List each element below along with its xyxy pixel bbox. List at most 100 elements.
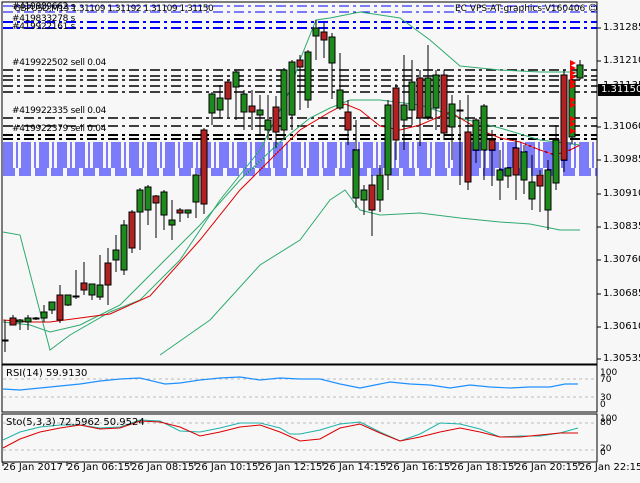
candle <box>568 79 576 138</box>
candle <box>96 284 104 298</box>
candle <box>472 119 480 151</box>
stochastic-pane-border <box>1 413 598 463</box>
candle <box>480 105 488 151</box>
candle <box>328 36 336 64</box>
candle <box>536 174 544 187</box>
candle <box>208 93 216 114</box>
candle <box>312 27 320 37</box>
time-tick-label: 26 Jan 22:15 <box>579 462 640 473</box>
candle <box>544 169 552 211</box>
ea-name: EC VPS-AT-graphics-V160406 <box>455 4 586 14</box>
rsi-pane-border <box>1 364 598 413</box>
candle <box>392 87 400 141</box>
order-label: #419922379 sell 0.04 <box>12 124 107 134</box>
candle <box>176 209 184 214</box>
sell-arrow-icon <box>570 60 576 66</box>
stochastic-title: Sto(5,3,3) 72.5962 50.9524 <box>6 417 145 428</box>
price-tick-label: 1.30610 <box>603 321 640 332</box>
candle <box>552 139 560 184</box>
candle <box>456 109 464 112</box>
order-label: #419889662 s <box>12 2 76 12</box>
price-tick-label: 1.30910 <box>603 188 640 199</box>
candle <box>368 184 376 211</box>
candle <box>216 97 224 111</box>
candle <box>168 219 176 226</box>
candle <box>280 69 288 131</box>
candle <box>232 71 240 88</box>
sell-arrow-icon <box>570 128 576 134</box>
candle <box>424 77 432 118</box>
candle <box>384 104 392 176</box>
sell-arrow-icon <box>570 65 576 71</box>
stochastic-level-label: 20 <box>600 444 612 454</box>
candle <box>560 74 568 161</box>
stochastic-level-label: 0 <box>600 448 606 458</box>
time-tick-label: 26 Jan 16:15 <box>387 462 451 473</box>
candle <box>264 119 272 131</box>
candle <box>488 139 496 151</box>
candle <box>1 339 9 342</box>
candle <box>432 74 440 109</box>
candle <box>272 106 280 133</box>
candle <box>144 186 152 211</box>
order-label: #419922161 s <box>12 22 76 32</box>
candle <box>256 109 264 116</box>
candle <box>72 295 80 298</box>
price-tick-label: 1.30685 <box>603 288 640 299</box>
candle <box>360 189 368 201</box>
candle <box>408 81 416 111</box>
price-tick-label: 1.31060 <box>603 121 640 132</box>
candle <box>224 81 232 100</box>
candle <box>416 77 424 119</box>
price-tick-label: 1.30535 <box>603 353 640 364</box>
price-tick-label: 1.30760 <box>603 254 640 265</box>
time-tick-label: 26 Jan 08:15 <box>131 462 195 473</box>
rsi-level-label: 70 <box>600 375 612 385</box>
moving-average-line <box>2 103 581 323</box>
candle <box>48 301 56 311</box>
stochastic-signal-line <box>2 420 578 449</box>
candle <box>16 319 24 323</box>
rsi-level-label: 30 <box>600 393 612 403</box>
candle <box>288 61 296 116</box>
candle <box>88 283 96 296</box>
candle <box>152 195 160 204</box>
symbol-header: GBPUSD,M15 1.31109 1.31192 1.31109 1.311… <box>14 4 214 14</box>
price-tick-label: 1.31285 <box>603 22 640 33</box>
stochastic-main-line <box>2 419 579 442</box>
candle <box>504 167 512 177</box>
candle <box>400 104 408 121</box>
candle <box>336 89 344 109</box>
stochastic-level-label: 80 <box>600 418 612 428</box>
rsi-level-label: 100 <box>600 368 618 378</box>
sell-arrow-icon <box>570 116 576 122</box>
expert-advisor-label: EC VPS-AT-graphics-V160406 ☺ <box>455 4 598 14</box>
price-tick-label: 1.30985 <box>603 154 640 165</box>
sell-arrow-icon <box>570 97 576 103</box>
candle <box>80 282 88 291</box>
candle <box>296 59 304 68</box>
candle <box>160 191 168 216</box>
candle <box>136 189 144 213</box>
candle <box>304 51 312 101</box>
candle <box>248 105 256 113</box>
candle <box>40 311 48 319</box>
sell-arrow-icon <box>570 83 576 89</box>
candle <box>128 211 136 249</box>
candle <box>24 317 32 323</box>
candle <box>376 174 384 201</box>
candle <box>104 262 112 286</box>
candle <box>240 93 248 113</box>
sell-arrow-icon <box>570 70 576 76</box>
sell-arrow-icon <box>570 79 576 85</box>
candle <box>496 169 504 181</box>
candle <box>528 181 536 200</box>
candle <box>56 294 64 321</box>
smiley-icon: ☺ <box>588 4 598 14</box>
candle <box>352 149 360 199</box>
candle <box>112 249 120 261</box>
candle <box>32 317 40 320</box>
candle <box>184 209 192 214</box>
